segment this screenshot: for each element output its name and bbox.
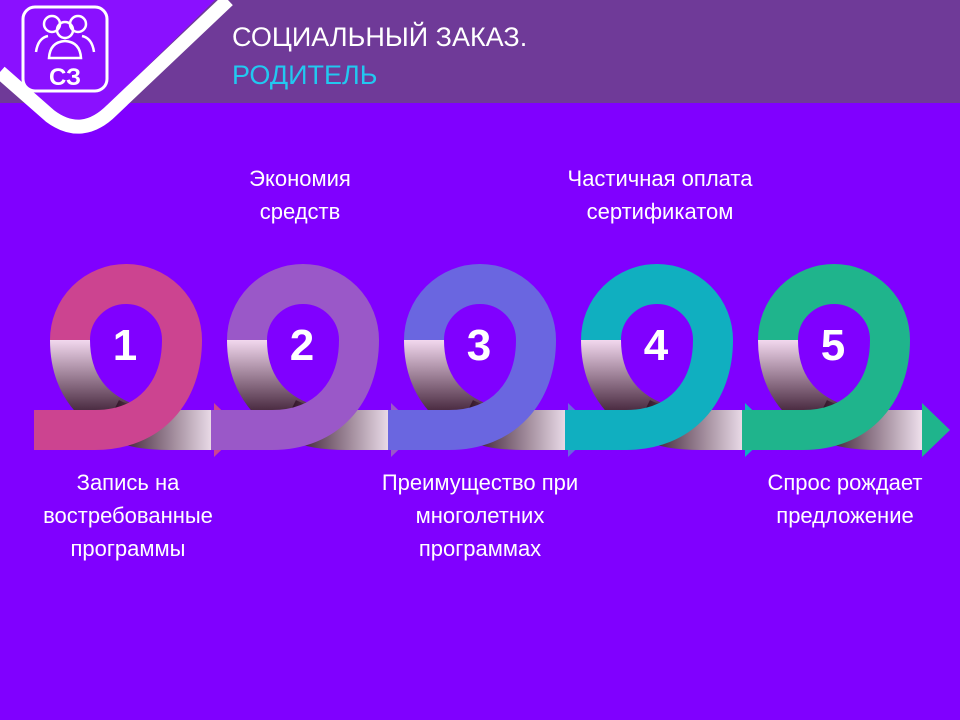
step-caption: Запись на востребованные программы — [43, 470, 213, 561]
ribbon-front — [388, 264, 557, 450]
step-4: 4 — [565, 264, 773, 457]
step-caption: Преимущество при многолетних программах — [381, 470, 579, 561]
page-subtitle: РОДИТЕЛЬ — [232, 60, 378, 90]
step-3: 3 — [388, 264, 596, 457]
step-5: 5 — [742, 264, 950, 457]
ribbon-front — [211, 264, 380, 450]
step-caption: Спрос рождает предложение — [767, 470, 923, 528]
step-2: 2 — [211, 264, 419, 457]
step-number: 5 — [821, 321, 845, 370]
logo-text: СЗ — [49, 64, 81, 91]
step-caption: Частичная оплата сертификатом — [567, 166, 753, 224]
people-group-icon — [34, 14, 96, 60]
step-1: 1 — [34, 264, 242, 457]
step-number: 2 — [290, 321, 314, 370]
logo-swoosh: СЗ — [0, 0, 233, 134]
page-title: СОЦИАЛЬНЫЙ ЗАКАЗ. — [232, 22, 528, 52]
step-number: 3 — [467, 321, 491, 370]
arrow-head-icon — [922, 403, 950, 457]
step-number: 1 — [113, 321, 137, 370]
logo-frame — [21, 5, 109, 93]
step-caption: Экономия средств — [249, 166, 351, 224]
ribbon-front — [34, 264, 203, 450]
step-number: 4 — [644, 321, 669, 370]
ribbon-front — [742, 264, 911, 450]
ribbon-front — [565, 264, 734, 450]
